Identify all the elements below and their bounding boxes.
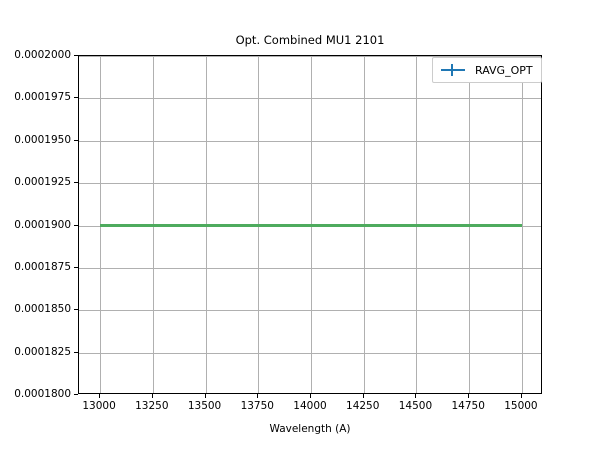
y-tick-label: 0.0002000 [14, 49, 71, 61]
y-tick-label: 0.0001850 [14, 303, 71, 316]
gridline-horizontal [79, 140, 541, 142]
series-line-segment [416, 224, 470, 227]
x-tick-label: 13000 [82, 400, 116, 412]
y-tick-mark [74, 309, 78, 311]
gridline-horizontal [79, 310, 541, 312]
series-line-segment [205, 224, 259, 227]
x-tick-mark [204, 394, 206, 398]
legend-entry[interactable]: RAVG_OPT [439, 63, 533, 77]
gridline-horizontal [79, 267, 541, 269]
y-tick-label: 0.0001925 [14, 176, 71, 189]
y-tick-label: 0.0001975 [14, 91, 71, 104]
y-tick-mark [74, 224, 78, 226]
x-tick-mark [362, 394, 364, 398]
x-tick-label: 13750 [240, 400, 274, 412]
y-tick-label: 0.0001825 [14, 345, 71, 358]
x-tick-mark [151, 394, 153, 398]
errorbar-plus-icon [439, 63, 467, 77]
y-tick-label: 0.0001950 [14, 133, 71, 146]
y-tick-label: 0.0001900 [14, 218, 71, 231]
y-tick-mark [74, 266, 78, 268]
x-tick-mark [415, 394, 417, 398]
series-line-segment [152, 224, 206, 227]
y-tick-mark [74, 351, 78, 353]
y-tick-mark [74, 394, 78, 395]
gridline-horizontal [79, 98, 541, 100]
gridline-horizontal [79, 56, 541, 57]
x-tick-mark [520, 394, 522, 398]
x-tick-label: 14000 [293, 400, 327, 412]
x-tick-label: 14750 [451, 400, 485, 412]
x-axis-label: Wavelength (A) [269, 423, 351, 435]
chart-legend[interactable]: RAVG_OPT [432, 57, 542, 83]
series-line-segment [363, 224, 417, 227]
legend-label: RAVG_OPT [475, 63, 533, 77]
gridline-horizontal [79, 352, 541, 354]
x-tick-label: 13250 [135, 400, 169, 412]
gridline-vertical [521, 56, 523, 393]
y-tick-mark [74, 55, 78, 56]
chart-title: Opt. Combined MU1 2101 [235, 33, 385, 47]
series-line-segment [258, 224, 311, 227]
x-tick-label: 15000 [504, 400, 538, 412]
x-tick-label: 14250 [346, 400, 380, 412]
series-line-segment [311, 224, 364, 227]
x-tick-label: 13500 [187, 400, 222, 412]
series-line-segment [100, 224, 153, 227]
x-tick-mark [310, 394, 311, 398]
plot-area [78, 55, 542, 394]
y-tick-mark [74, 182, 78, 184]
y-tick-label: 0.0001800 [14, 388, 71, 400]
x-tick-label: 14500 [398, 400, 433, 412]
x-tick-mark [99, 394, 101, 398]
y-tick-mark [74, 97, 78, 99]
x-tick-mark [257, 394, 259, 398]
y-tick-label: 0.0001875 [14, 260, 71, 273]
gridline-horizontal [79, 183, 541, 185]
series-line-segment [469, 224, 522, 227]
x-tick-mark [468, 394, 470, 398]
y-tick-mark [74, 139, 78, 141]
